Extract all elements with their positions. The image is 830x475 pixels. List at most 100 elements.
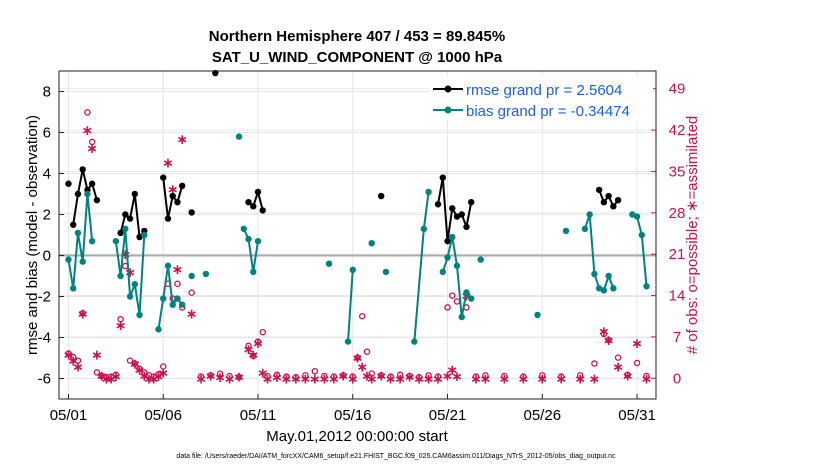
obs-assimilated-marker: ∗ (603, 332, 615, 348)
obs-assimilated-marker: ∗ (413, 370, 425, 386)
obs-possible-marker (65, 350, 72, 357)
y-right-tick-label: 42 (669, 122, 686, 139)
bias-point (368, 240, 375, 247)
obs-possible-marker (141, 369, 148, 376)
rmse-point (458, 211, 465, 218)
obs-assimilated-marker: ∗ (536, 370, 548, 386)
obs-assimilated-marker: ∗ (318, 370, 330, 386)
obs-assimilated-marker: ∗ (641, 370, 653, 386)
bias-point (178, 301, 186, 308)
bias-point (534, 311, 541, 319)
obs-assimilated-marker: ∗ (247, 347, 259, 363)
bias-point (633, 213, 641, 220)
bias-point (453, 262, 461, 269)
bias-point (600, 287, 608, 294)
x-tick-label: 05/06 (144, 407, 182, 424)
rmse-point (79, 166, 86, 173)
obs-possible-marker (235, 373, 243, 381)
obs-assimilated-marker: ∗ (119, 246, 131, 262)
obs-assimilated-marker: ∗ (172, 261, 184, 277)
bias-point (463, 289, 470, 296)
rmse-point (178, 182, 186, 189)
obs-possible-marker (396, 371, 404, 379)
bias-point (164, 262, 172, 269)
legend-bias-marker (444, 106, 452, 114)
rmse-point (463, 223, 470, 230)
y-right-tick-label: 14 (669, 288, 686, 305)
obs-assimilated-marker: ∗ (385, 370, 397, 386)
bias-point (141, 231, 148, 239)
rmse-point (174, 199, 181, 206)
rmse-point (93, 196, 101, 204)
obs-assimilated-marker: ∗ (86, 140, 98, 156)
bias-point (235, 133, 243, 140)
obs-possible-marker (425, 372, 432, 379)
obs-assimilated-marker: ∗ (195, 370, 207, 386)
obs-possible-marker (354, 354, 361, 361)
rmse-point (245, 199, 252, 206)
bias-point (131, 281, 139, 288)
bias-point (79, 258, 86, 265)
obs-assimilated-marker: ∗ (153, 368, 165, 384)
chart-title: Northern Hemisphere 407 / 453 = 89.845% (209, 28, 505, 45)
bias-point (250, 268, 257, 276)
obs-possible-marker (174, 280, 181, 288)
x-tick-label: 05/31 (618, 407, 656, 424)
bias-point (188, 272, 195, 280)
obs-possible-marker (79, 310, 86, 317)
bias-point (74, 229, 82, 237)
obs-assimilated-marker: ∗ (101, 370, 113, 386)
obs-possible-marker (321, 372, 328, 380)
obs-possible-marker (501, 372, 508, 380)
obs-possible-marker (93, 369, 101, 376)
y-axis-ticks: -6 -4 -2 0 2 4 6 8 (38, 84, 64, 388)
bias-point (344, 338, 352, 345)
bias-point (112, 237, 120, 245)
rmse-point (614, 196, 622, 204)
obs-assimilated-marker: ∗ (352, 350, 364, 366)
obs-possible-marker (131, 360, 139, 367)
rmse-series (65, 69, 622, 245)
bias-point (325, 260, 333, 267)
bias-point (160, 295, 167, 302)
y-axis-label: rmse and bias (model - observation) (24, 115, 41, 355)
obs-assimilated-marker: ∗ (224, 370, 236, 386)
bias-point (169, 301, 176, 308)
obs-possible-marker (259, 328, 266, 336)
legend: rmse grand pr = 2.5604 bias grand pr = -… (429, 76, 653, 120)
obs-possible-marker (330, 373, 338, 380)
obs-possible-marker (406, 372, 413, 380)
rmse-point (250, 203, 257, 210)
obs-assimilated-marker: ∗ (271, 369, 283, 385)
bias-point (65, 256, 72, 263)
obs-possible-marker (159, 363, 167, 370)
rmse-point (610, 203, 617, 210)
bias-point (638, 231, 645, 239)
legend-rmse-marker (444, 85, 452, 93)
obs-assimilated-marker: ∗ (432, 370, 444, 386)
bias-point (425, 188, 432, 196)
bias-point (643, 283, 650, 290)
bias-point (411, 338, 418, 345)
y-tick-label: 2 (43, 207, 51, 224)
bias-point (88, 237, 96, 245)
obs-possible-marker (387, 373, 394, 380)
rmse-point (164, 215, 172, 222)
bias-point (136, 311, 143, 319)
obs-possible-marker (624, 371, 631, 379)
obs-possible-marker (576, 372, 584, 379)
bias-point (449, 233, 456, 241)
x-tick-label: 05/26 (524, 407, 562, 424)
obs-possible-marker (283, 373, 290, 380)
obs-possible-marker (377, 372, 385, 379)
obs-possible-marker (245, 342, 252, 350)
bias-point (202, 270, 210, 278)
obs-assimilated-marker: ∗ (394, 370, 406, 386)
rmse-point (259, 207, 266, 214)
obs-assimilated-marker: ∗ (337, 367, 349, 383)
obs-possible-marker (302, 372, 309, 379)
obs-possible-marker (434, 373, 442, 380)
obs-assimilated-marker: ∗ (105, 370, 117, 386)
obs-assimilated-marker: ∗ (598, 323, 610, 339)
obs-possible-marker (264, 372, 271, 380)
